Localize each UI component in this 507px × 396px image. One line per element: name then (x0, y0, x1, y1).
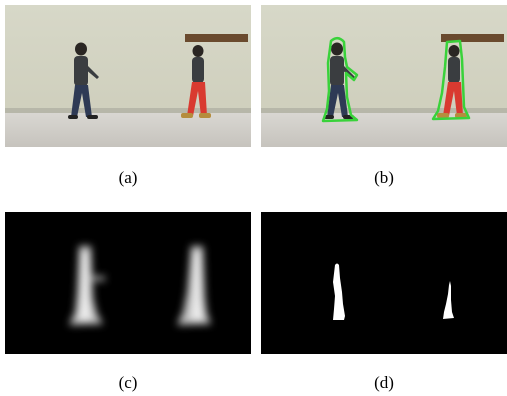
panel-c-probability-map (5, 212, 251, 354)
baseboard (5, 108, 251, 113)
baseboard (261, 108, 507, 113)
probability-map (5, 212, 251, 354)
person-right (181, 45, 211, 118)
wall-board (441, 34, 504, 42)
contour-right (431, 39, 471, 121)
scene-a (5, 5, 251, 147)
panel-b-segmentation (261, 5, 507, 147)
contour-left (321, 37, 359, 123)
panel-a-original-frame (5, 5, 251, 147)
caption-c: (c) (118, 373, 138, 392)
panel-d-binary-mask (261, 212, 507, 354)
mask-left (333, 263, 345, 320)
wall (5, 5, 251, 113)
wall (261, 5, 507, 113)
binary-mask (261, 212, 507, 354)
caption-d: (d) (374, 373, 394, 392)
mask-right (443, 281, 454, 319)
caption-a: (a) (118, 168, 138, 187)
blob-right (177, 246, 211, 325)
person-left (68, 42, 99, 119)
caption-b: (b) (374, 168, 394, 187)
scene-b (261, 5, 507, 147)
person-left (324, 42, 355, 119)
floor (5, 113, 251, 147)
blob-left (69, 246, 105, 325)
person-right (437, 45, 467, 118)
wall-board (185, 34, 248, 42)
